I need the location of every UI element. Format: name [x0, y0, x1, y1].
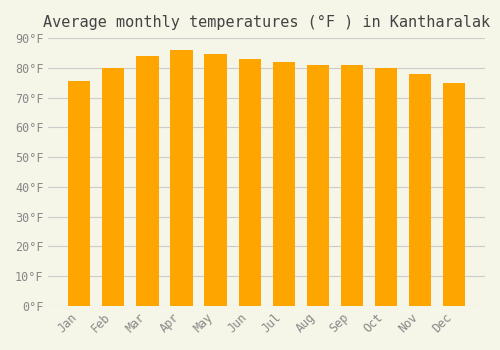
Bar	[272, 62, 295, 306]
Bar	[136, 56, 158, 306]
Bar	[102, 68, 124, 306]
Bar	[68, 81, 90, 306]
Bar	[208, 55, 224, 306]
Bar	[68, 81, 90, 306]
Bar	[341, 65, 363, 306]
Bar	[170, 50, 192, 306]
Bar	[204, 55, 227, 306]
Bar	[443, 83, 465, 306]
Bar	[409, 74, 431, 306]
Bar	[446, 83, 462, 306]
Bar	[136, 56, 158, 306]
Bar	[139, 56, 156, 306]
Bar	[272, 62, 295, 306]
Bar	[170, 50, 192, 306]
Bar	[276, 62, 292, 306]
Bar	[204, 55, 227, 306]
Bar	[71, 81, 88, 306]
Bar	[306, 65, 329, 306]
Bar	[105, 68, 122, 306]
Bar	[173, 50, 190, 306]
Bar	[310, 65, 326, 306]
Bar	[238, 59, 260, 306]
Bar	[375, 68, 397, 306]
Bar	[378, 68, 394, 306]
Bar	[102, 68, 124, 306]
Title: Average monthly temperatures (°F ) in Kantharalak: Average monthly temperatures (°F ) in Ka…	[43, 15, 490, 30]
Bar	[443, 83, 465, 306]
Bar	[238, 59, 260, 306]
Bar	[412, 74, 428, 306]
Bar	[375, 68, 397, 306]
Bar	[344, 65, 360, 306]
Bar	[409, 74, 431, 306]
Bar	[341, 65, 363, 306]
Bar	[306, 65, 329, 306]
Bar	[242, 59, 258, 306]
